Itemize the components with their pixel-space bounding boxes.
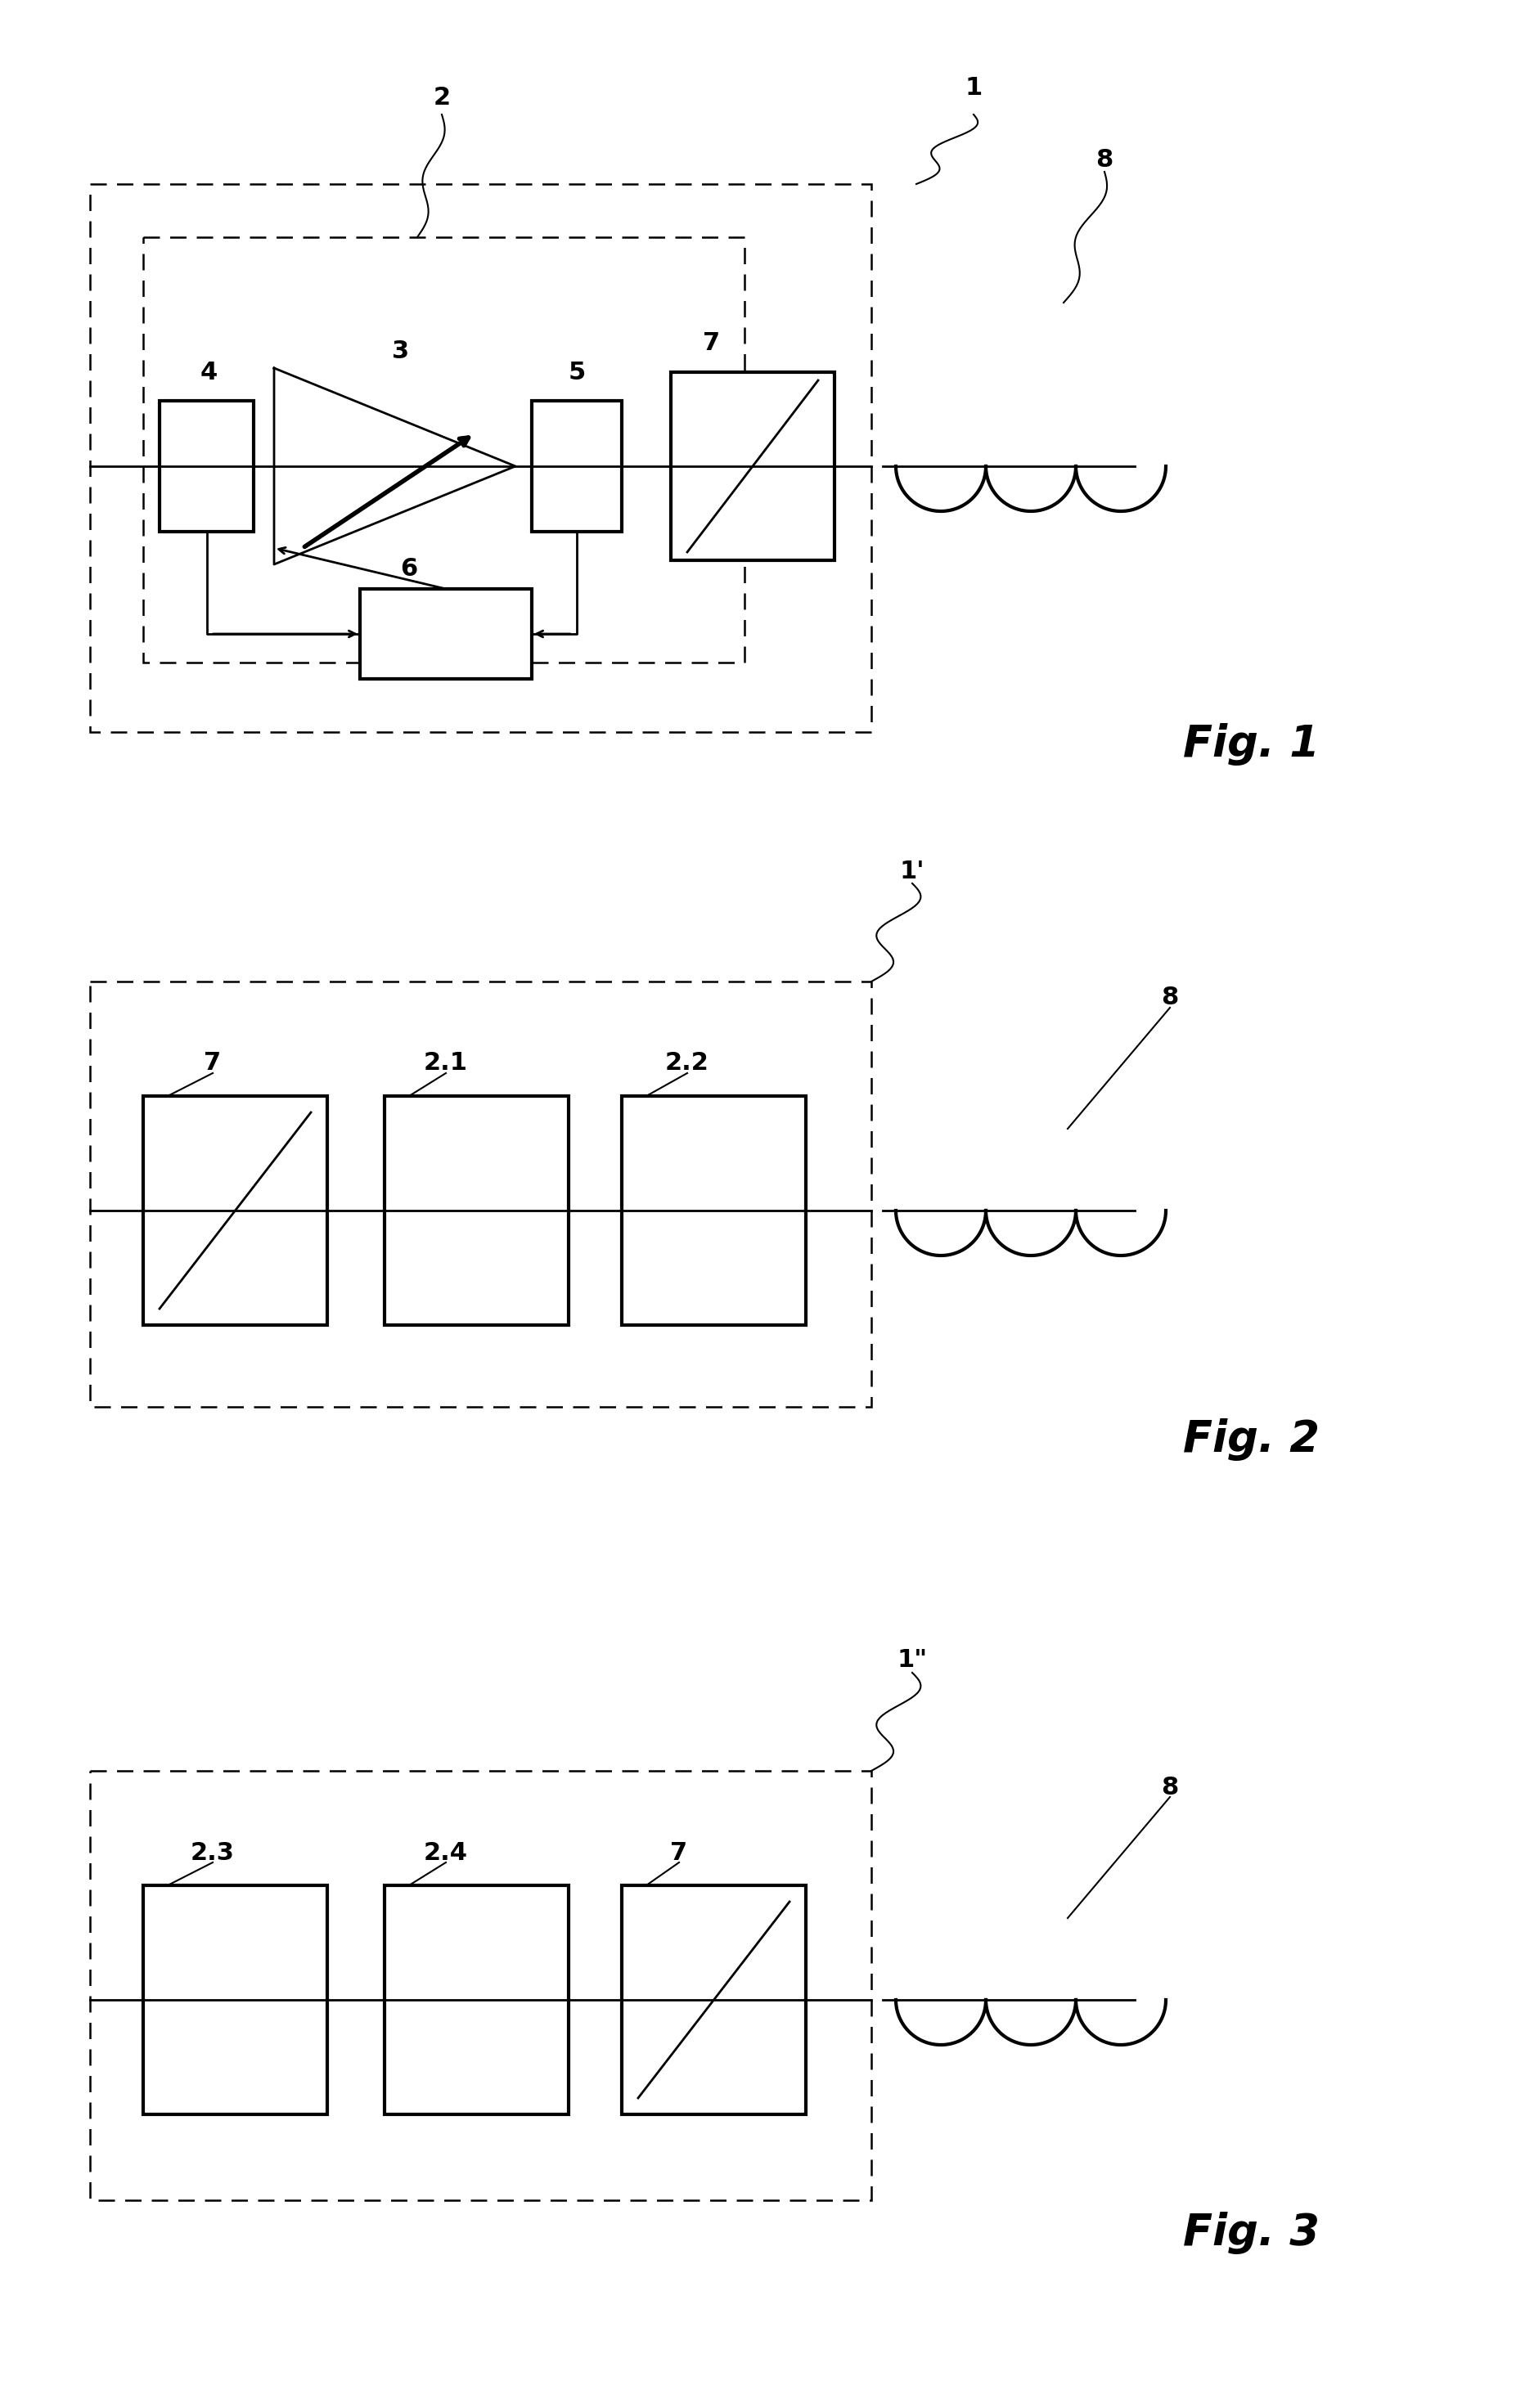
Bar xyxy=(90,183,871,732)
Bar xyxy=(143,1885,328,2114)
Text: 8: 8 xyxy=(1161,1775,1179,1799)
Text: Fig. 3: Fig. 3 xyxy=(1183,2211,1321,2254)
Bar xyxy=(160,400,253,532)
Text: 8: 8 xyxy=(1161,985,1179,1009)
Text: 2.4: 2.4 xyxy=(424,1840,468,1864)
Bar xyxy=(360,590,532,679)
Text: 1: 1 xyxy=(965,77,982,101)
Bar xyxy=(90,1770,871,2201)
Text: 4: 4 xyxy=(200,361,218,383)
Text: 5: 5 xyxy=(569,361,586,383)
Bar xyxy=(671,373,834,561)
Bar xyxy=(90,982,871,1406)
Bar xyxy=(622,1096,805,1324)
Text: 6: 6 xyxy=(401,556,418,580)
Bar xyxy=(143,1096,328,1324)
Text: 2: 2 xyxy=(433,87,450,111)
Text: 3: 3 xyxy=(392,340,410,364)
Text: 7: 7 xyxy=(703,332,720,356)
Text: 2.1: 2.1 xyxy=(424,1052,468,1076)
Text: 7: 7 xyxy=(671,1840,688,1864)
Bar xyxy=(532,400,622,532)
Text: 2.2: 2.2 xyxy=(665,1052,709,1076)
Bar xyxy=(384,1096,569,1324)
Text: 1": 1" xyxy=(897,1649,927,1671)
Text: 7: 7 xyxy=(204,1052,221,1076)
Bar xyxy=(384,1885,569,2114)
Text: Fig. 2: Fig. 2 xyxy=(1183,1418,1321,1462)
Text: 1': 1' xyxy=(900,860,924,884)
Text: 2.3: 2.3 xyxy=(191,1840,235,1864)
Text: 8: 8 xyxy=(1096,147,1113,171)
Bar xyxy=(143,238,744,662)
Bar xyxy=(622,1885,805,2114)
Text: Fig. 1: Fig. 1 xyxy=(1183,722,1321,766)
